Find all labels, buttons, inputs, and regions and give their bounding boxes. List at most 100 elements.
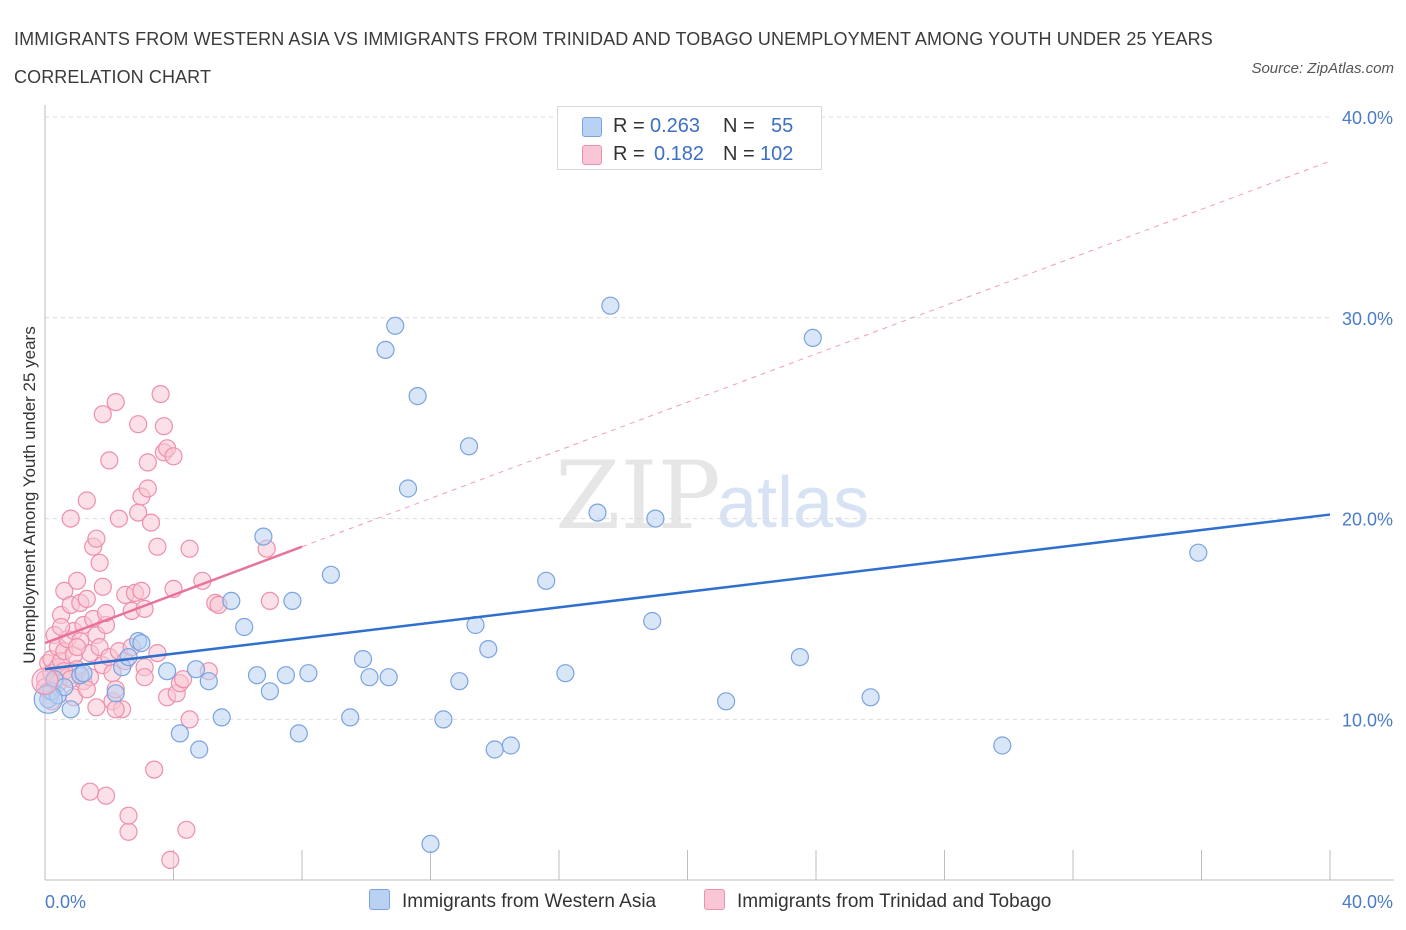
data-point: [450, 672, 469, 691]
legend-n-value: 102: [760, 143, 794, 165]
legend-n-value: 55: [771, 115, 794, 137]
axes: [44, 105, 1394, 881]
x-tick-label: 40.0%: [1342, 892, 1393, 912]
data-point: [161, 850, 180, 870]
chart-title: IMMIGRANTS FROM WESTERN ASIA VS IMMIGRAN…: [14, 29, 1213, 87]
data-point: [222, 591, 241, 611]
bottom-legend-label-trinidad-tobago: Immigrants from Trinidad and Tobago: [737, 891, 1052, 912]
data-point: [119, 647, 138, 667]
data-point: [341, 708, 360, 727]
x-tick-labels: 0.0% 40.0%: [45, 892, 1393, 912]
legend: R = 0.263 N = 55 R = 0.182 N = 102: [557, 106, 822, 170]
data-point: [93, 577, 112, 596]
data-point: [80, 782, 100, 801]
watermark-atlas: atlas: [717, 463, 869, 543]
data-point: [601, 296, 620, 315]
legend-swatch-western-asia: [582, 117, 602, 137]
data-point: [51, 617, 71, 637]
bottom-legend-trinidad-tobago: Immigrants from Trinidad and Tobago: [704, 889, 1051, 913]
data-point: [119, 806, 138, 825]
data-point: [993, 736, 1012, 755]
data-point: [129, 415, 148, 434]
watermark-zip: ZIP: [555, 442, 721, 551]
data-point: [87, 529, 106, 548]
x-tick-label: 0.0%: [45, 892, 86, 912]
data-point: [479, 639, 498, 659]
legend-swatch-trinidad-tobago: [582, 145, 602, 165]
y-tick-label: 40.0%: [1342, 108, 1393, 128]
legend-n-label: N =: [723, 115, 755, 137]
data-point: [90, 553, 109, 572]
data-point: [235, 617, 254, 637]
bottom-legend-swatch-trinidad-tobago: [704, 889, 725, 910]
data-point: [77, 589, 96, 609]
data-point: [151, 385, 170, 404]
data-point: [212, 708, 231, 727]
data-point: [260, 591, 279, 611]
data-point: [556, 664, 575, 683]
data-point: [67, 637, 87, 657]
data-point: [132, 581, 151, 601]
data-point: [119, 822, 138, 841]
source-note: Source: ZipAtlas.com: [1251, 60, 1394, 77]
bottom-legend-swatch-western-asia: [369, 889, 390, 910]
data-point: [186, 660, 206, 679]
data-point: [174, 670, 193, 689]
data-point: [177, 820, 196, 839]
y-tick-label: 30.0%: [1342, 309, 1393, 329]
data-point: [283, 591, 302, 611]
data-point: [106, 700, 125, 719]
data-point: [93, 405, 112, 424]
data-point: [379, 668, 398, 687]
data-point: [299, 664, 318, 683]
legend-n-label: N =: [723, 143, 755, 165]
data-point: [87, 698, 106, 717]
data-point: [145, 760, 164, 779]
legend-r-label: R =: [613, 115, 645, 137]
legend-r-value: 0.263: [650, 115, 701, 137]
y-tick-labels: 10.0% 20.0% 30.0% 40.0%: [1342, 108, 1393, 730]
data-point: [74, 664, 93, 683]
data-point: [100, 451, 119, 470]
data-point: [588, 503, 607, 522]
trend-line-extension: [301, 160, 1331, 548]
data-point: [254, 527, 273, 546]
data-point: [716, 692, 736, 711]
y-tick-label: 20.0%: [1342, 510, 1393, 530]
data-point: [96, 786, 116, 805]
data-point: [790, 647, 810, 667]
data-point: [109, 509, 129, 528]
data-point: [276, 666, 295, 685]
data-point: [803, 328, 822, 347]
data-point: [485, 740, 504, 759]
data-point: [31, 667, 59, 695]
data-point: [321, 565, 340, 584]
data-points: [31, 296, 1208, 870]
watermark: ZIP atlas: [555, 442, 869, 551]
data-point: [141, 513, 161, 532]
data-point: [67, 571, 87, 590]
data-point: [180, 710, 199, 729]
data-point: [247, 666, 267, 685]
data-point: [408, 387, 427, 406]
data-point: [386, 316, 405, 335]
data-point: [154, 417, 173, 436]
bottom-legend-western-asia: Immigrants from Western Asia: [369, 889, 656, 913]
y-tick-label: 10.0%: [1342, 710, 1393, 730]
data-point: [289, 724, 308, 743]
data-point: [61, 509, 80, 528]
data-point: [199, 672, 218, 691]
data-point: [398, 479, 418, 498]
trend-lines: [44, 160, 1331, 671]
data-point: [170, 724, 189, 743]
data-point: [132, 633, 151, 653]
trend-line-western-asia: [44, 513, 1331, 671]
data-point: [135, 668, 154, 687]
data-point: [459, 437, 479, 456]
data-point: [148, 537, 167, 556]
data-point: [646, 509, 665, 528]
data-point: [360, 668, 379, 687]
data-point: [861, 688, 880, 707]
data-point: [77, 491, 96, 510]
